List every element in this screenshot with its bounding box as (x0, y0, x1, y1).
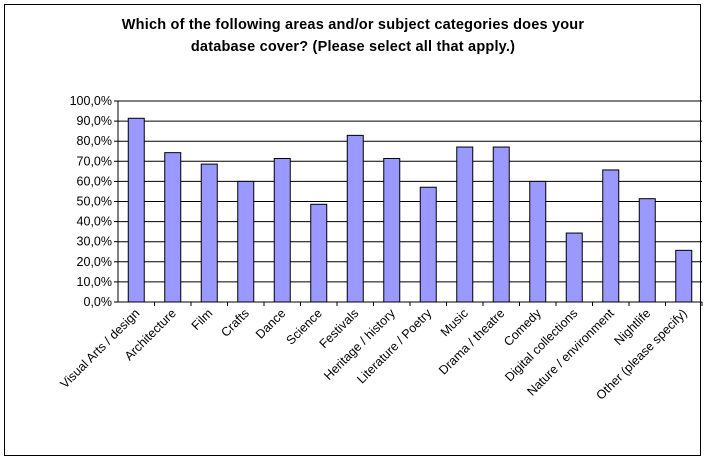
bar (164, 152, 182, 303)
chart-title: Which of the following areas and/or subj… (121, 17, 585, 55)
bar (565, 232, 583, 303)
y-tick-label: 90,0% (77, 114, 112, 128)
bar (310, 203, 328, 303)
bar (346, 134, 364, 303)
bar (456, 146, 474, 303)
y-tick-label: 60,0% (77, 174, 112, 188)
y-tick-label: 0,0% (84, 295, 113, 309)
x-tick-label: Music (438, 306, 471, 339)
bar (602, 169, 620, 303)
bars (127, 117, 693, 303)
y-tick-label: 30,0% (77, 235, 112, 249)
bar (200, 163, 218, 303)
bar (675, 249, 693, 303)
y-tick-label: 40,0% (77, 215, 112, 229)
y-tick-label: 20,0% (77, 255, 112, 269)
y-tick-label: 70,0% (77, 154, 112, 168)
bar (419, 186, 437, 303)
bar (127, 117, 145, 303)
y-tick-labels: 0,0% 10,0% 20,0% 30,0% 40,0% 50,0% 60,0% 70,0% 8… (70, 94, 112, 309)
bar (529, 180, 547, 303)
bar (638, 198, 656, 303)
x-tick-label: Dance (253, 306, 288, 341)
y-tick-label: 80,0% (77, 134, 112, 148)
x-tick-label: Crafts (218, 306, 251, 339)
bar (492, 146, 510, 303)
axes (114, 100, 703, 306)
y-tick-label: 10,0% (77, 275, 112, 289)
y-tick-label: 100,0% (70, 94, 112, 108)
x-tick-label: Film (189, 306, 216, 333)
bar (273, 157, 291, 303)
y-tick-label: 50,0% (77, 195, 112, 209)
x-tick-label: Drama / theatre (436, 306, 507, 377)
bar (383, 157, 401, 303)
bar (237, 180, 255, 303)
